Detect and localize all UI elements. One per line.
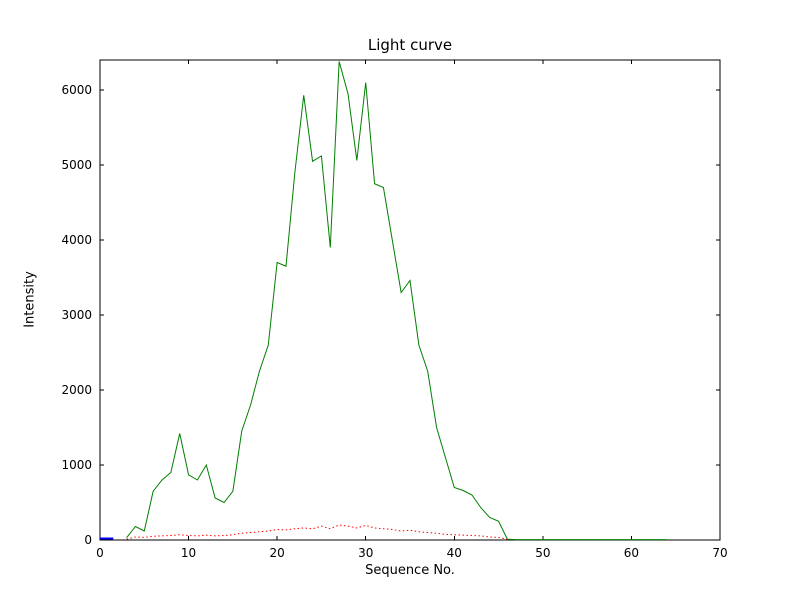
- y-tick-label: 3000: [61, 308, 92, 322]
- y-tick-label: 4000: [61, 233, 92, 247]
- y-tick-label: 2000: [61, 383, 92, 397]
- y-tick-label: 1000: [61, 458, 92, 472]
- x-tick-label: 60: [624, 546, 639, 560]
- x-tick-label: 70: [712, 546, 727, 560]
- x-tick-label: 40: [447, 546, 462, 560]
- x-tick-label: 10: [181, 546, 196, 560]
- x-tick-label: 50: [535, 546, 550, 560]
- x-tick-label: 20: [270, 546, 285, 560]
- x-tick-label: 30: [358, 546, 373, 560]
- y-tick-label: 5000: [61, 158, 92, 172]
- chart-title: Light curve: [367, 36, 453, 54]
- y-axis-label: Intensity: [22, 271, 38, 328]
- x-axis-label: Sequence No.: [365, 563, 455, 578]
- series-reference-curve: [126, 524, 508, 540]
- x-tick-label: 0: [96, 546, 104, 560]
- series-main-light-curve: [126, 61, 667, 541]
- y-tick-label: 0: [84, 533, 92, 547]
- axes-frame: [99, 59, 721, 541]
- y-tick-label: 6000: [61, 83, 92, 97]
